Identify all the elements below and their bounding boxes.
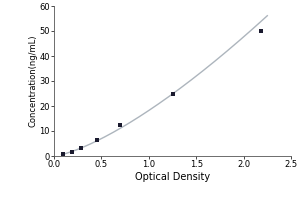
Point xyxy=(69,151,74,154)
Point xyxy=(94,139,99,142)
Point xyxy=(78,147,83,150)
Point xyxy=(118,123,123,126)
Point xyxy=(258,29,263,33)
X-axis label: Optical Density: Optical Density xyxy=(135,172,210,182)
Point xyxy=(61,152,66,156)
Y-axis label: Concentration(ng/mL): Concentration(ng/mL) xyxy=(29,35,38,127)
Point xyxy=(170,92,175,95)
